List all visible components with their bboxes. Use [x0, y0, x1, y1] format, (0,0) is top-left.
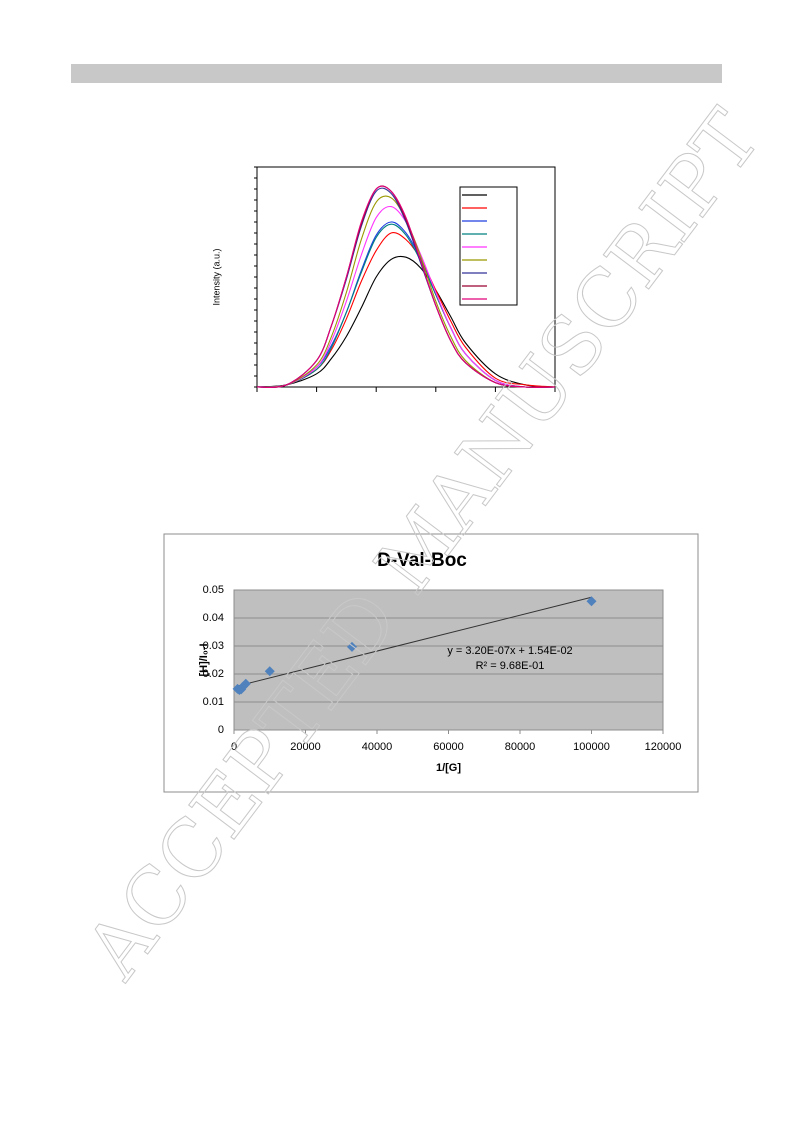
header-bar: [71, 64, 722, 83]
y-tick-label: 0.01: [203, 696, 224, 708]
trendline-annotation: y = 3.20E-07x + 1.54E-02: [447, 645, 572, 657]
y-axis-label: [H]/I₀-I: [198, 643, 210, 676]
x-tick-label: 120000: [645, 741, 682, 753]
y-tick-label: 0.05: [203, 584, 224, 596]
chart-title: D-Val-Boc: [377, 550, 467, 571]
spectrum-line: [256, 255, 556, 388]
spectrum-line: [256, 232, 556, 388]
x-tick-label: 40000: [362, 741, 393, 753]
y-tick-label: 0.03: [203, 640, 224, 652]
y-tick-label: 0.02: [203, 668, 224, 680]
y-axis-label: Intensity (a.u.): [211, 248, 221, 305]
x-tick-label: 80000: [505, 741, 536, 753]
trendline: [237, 596, 592, 687]
x-tick-label: 100000: [573, 741, 610, 753]
spectrum-line: [256, 205, 556, 389]
plot-area: [233, 589, 664, 731]
y-tick-label: 0.04: [203, 612, 224, 624]
data-point: [264, 666, 275, 677]
legend-box: [459, 186, 518, 306]
trendline-annotation: R² = 9.68E-01: [476, 660, 545, 672]
y-tick-label: 0: [218, 724, 224, 736]
x-axis-label: 1/[G]: [436, 762, 461, 774]
x-tick-label: 0: [231, 741, 237, 753]
data-point: [240, 678, 251, 689]
data-point: [346, 641, 357, 652]
data-point: [586, 596, 597, 607]
spectrum-line: [256, 185, 556, 388]
x-tick-label: 60000: [433, 741, 464, 753]
x-tick-label: 20000: [290, 741, 321, 753]
